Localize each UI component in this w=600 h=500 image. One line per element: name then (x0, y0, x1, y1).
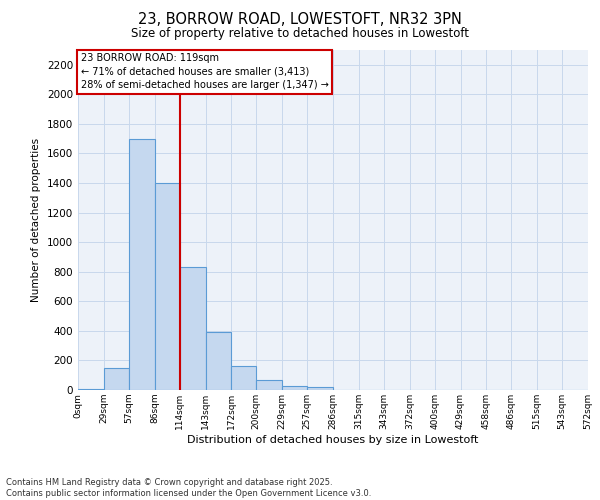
Y-axis label: Number of detached properties: Number of detached properties (31, 138, 41, 302)
Text: Contains HM Land Registry data © Crown copyright and database right 2025.
Contai: Contains HM Land Registry data © Crown c… (6, 478, 371, 498)
Text: 23 BORROW ROAD: 119sqm
← 71% of detached houses are smaller (3,413)
28% of semi-: 23 BORROW ROAD: 119sqm ← 71% of detached… (80, 54, 328, 90)
Text: Size of property relative to detached houses in Lowestoft: Size of property relative to detached ho… (131, 28, 469, 40)
X-axis label: Distribution of detached houses by size in Lowestoft: Distribution of detached houses by size … (187, 434, 479, 444)
Bar (282, 386, 307, 390)
Bar (256, 380, 282, 390)
Bar (155, 183, 179, 390)
Bar (104, 368, 129, 390)
Bar (307, 387, 333, 390)
Bar (179, 268, 205, 390)
Bar (232, 366, 256, 390)
Bar (205, 332, 232, 390)
Text: 23, BORROW ROAD, LOWESTOFT, NR32 3PN: 23, BORROW ROAD, LOWESTOFT, NR32 3PN (138, 12, 462, 28)
Bar (78, 388, 104, 390)
Bar (129, 138, 155, 390)
